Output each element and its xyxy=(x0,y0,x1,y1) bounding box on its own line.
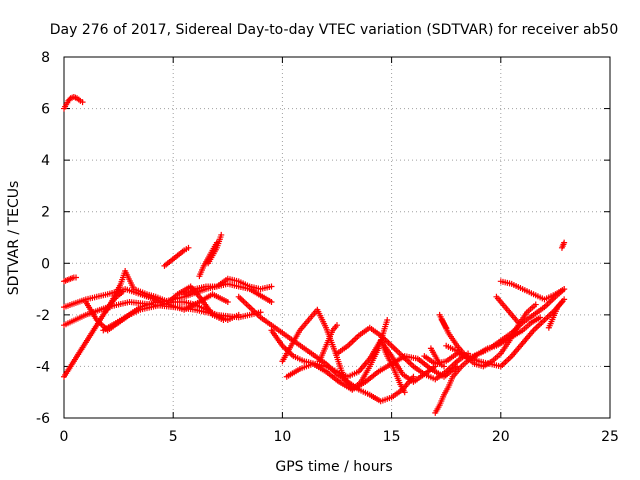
series-trace-a xyxy=(61,280,275,311)
y-tick-label: -6 xyxy=(36,411,50,427)
y-axis-label: SDTVAR / TECUs xyxy=(6,181,22,296)
x-axis-label: GPS time / hours xyxy=(275,459,392,475)
series-trace-rising-from-minus4 xyxy=(61,288,126,380)
data-point xyxy=(220,317,227,324)
y-tick-label: 0 xyxy=(41,256,50,272)
y-tick-label: 6 xyxy=(41,102,50,118)
series-trace-early-high xyxy=(61,93,86,112)
series-trace-v xyxy=(205,231,225,267)
data-point xyxy=(441,363,448,370)
data-point xyxy=(410,373,417,380)
plot-frame xyxy=(63,56,611,419)
series-trace-l xyxy=(283,353,461,393)
series-trace-s xyxy=(497,278,568,303)
y-tick-label: -4 xyxy=(36,359,50,375)
data-point xyxy=(268,283,275,290)
data-points xyxy=(61,93,568,416)
data-point xyxy=(73,274,80,281)
series-trace-u xyxy=(558,239,568,251)
series-trace-d xyxy=(104,268,227,324)
series-trace-near-zero-start xyxy=(61,274,80,285)
x-tick-label: 5 xyxy=(169,429,178,445)
data-point xyxy=(79,99,86,106)
data-point xyxy=(384,317,391,324)
x-tick-label: 10 xyxy=(273,429,291,445)
series-trace-f xyxy=(161,244,192,269)
series-trace-x xyxy=(379,342,408,396)
data-point xyxy=(561,286,568,293)
x-tick-label: 20 xyxy=(492,429,510,445)
y-tick-label: 4 xyxy=(41,153,50,169)
y-tick-labels: -6 -4 -2 0 2 4 6 8 xyxy=(36,50,50,427)
data-point xyxy=(558,298,565,305)
data-point xyxy=(268,298,275,305)
data-point xyxy=(224,298,231,305)
data-point xyxy=(218,231,225,238)
x-tick-labels: 0 5 10 15 20 25 xyxy=(60,429,619,445)
data-point xyxy=(334,322,340,329)
data-point xyxy=(537,314,544,321)
x-tick-label: 25 xyxy=(601,429,619,445)
series-trace-r xyxy=(493,293,522,326)
data-point xyxy=(257,309,264,316)
series-trace-z xyxy=(438,317,450,331)
data-point xyxy=(185,244,192,251)
series-trace-w xyxy=(316,322,340,365)
data-point xyxy=(515,319,522,326)
data-point xyxy=(443,324,450,331)
series-trace-y xyxy=(427,345,448,370)
y-tick-label: 8 xyxy=(41,50,50,66)
series-trace-e xyxy=(100,291,231,334)
axis-ticks xyxy=(63,56,611,419)
y-tick-label: -2 xyxy=(36,308,50,324)
x-tick-label: 0 xyxy=(60,429,69,445)
data-point xyxy=(235,311,242,318)
y-tick-label: 2 xyxy=(41,205,50,221)
data-point xyxy=(401,389,408,396)
series-trace-h xyxy=(181,275,275,298)
series-trace-m xyxy=(334,324,472,383)
x-tick-label: 15 xyxy=(383,429,401,445)
data-point xyxy=(532,301,539,308)
data-point xyxy=(561,239,568,246)
chart-title: Day 276 of 2017, Sidereal Day-to-day VTE… xyxy=(50,22,619,38)
series-trace-t xyxy=(545,298,565,331)
